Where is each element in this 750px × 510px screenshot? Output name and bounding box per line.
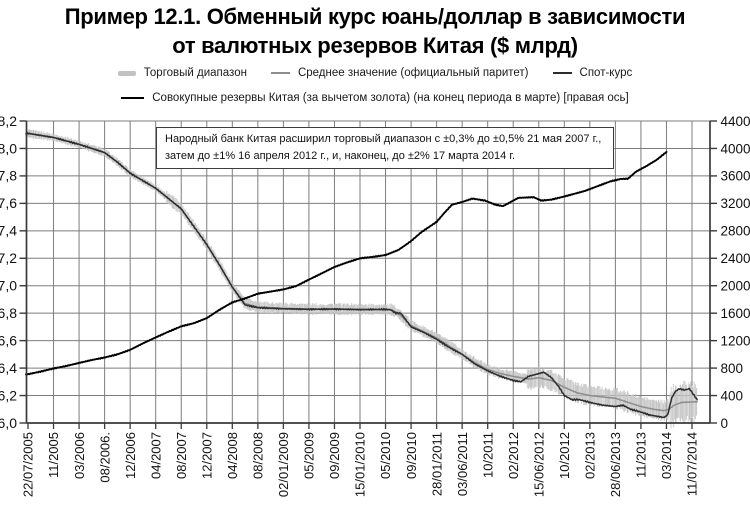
legend-row-2: Совокупные резервы Китая (за вычетом зол… [0,92,750,104]
svg-text:05/2010: 05/2010 [378,432,393,479]
legend-item-spot: Спот-курс [552,67,633,79]
parity-line-swatch-icon [270,72,290,74]
svg-text:08/2007: 08/2007 [174,432,189,479]
svg-text:04/2007: 04/2007 [148,432,163,479]
svg-text:12/2006: 12/2006 [123,432,138,479]
legend-item-trading-band: Торговый диапазон [117,67,247,79]
svg-text:10/2012: 10/2012 [557,432,572,479]
svg-text:6,2: 6,2 [0,387,17,403]
svg-text:4400: 4400 [721,114,750,129]
spot-line-swatch-icon [552,72,572,74]
svg-text:6,8: 6,8 [0,305,17,321]
axis-frame [25,121,711,424]
trading-band-series [25,129,698,429]
svg-text:02/01/2009: 02/01/2009 [276,432,291,497]
svg-text:08/2008: 08/2008 [251,432,266,479]
legend-label: Спот-курс [579,67,633,79]
x-axis-labels: 22/07/2005 11/2005 03/2006 08/2006. 12/2006 0… [21,423,700,497]
svg-text:28/01/2011: 28/01/2011 [429,432,444,496]
svg-text:4000: 4000 [721,141,750,156]
y-right-axis: 4400400036003200280024002000160012008004… [710,114,750,431]
legend-label: Среднее значение (официальный паритет) [297,67,529,79]
svg-text:800: 800 [721,361,744,376]
svg-text:6,0: 6,0 [0,415,17,431]
spot-line-series [25,132,698,419]
svg-text:15/06/2012: 15/06/2012 [532,432,547,497]
svg-text:7,4: 7,4 [0,223,17,239]
parity-line-series [25,132,698,412]
trading-band-swatch-icon [117,70,136,76]
svg-text:3200: 3200 [721,196,750,211]
reserves-line-swatch-icon [121,96,145,100]
chart-area: 8,2 8,0 7,8 7,6 7,4 7,2 7,0 6,8 6,6 6,4 6,2 6,0 4400… [0,112,750,510]
svg-text:08/2006.: 08/2006. [97,432,112,483]
svg-text:3600: 3600 [721,169,750,184]
chart-title: Пример 12.1. Обменный курс юань/доллар в… [0,2,750,60]
chart-title-line1: Пример 12.1. Обменный курс юань/доллар в… [64,4,686,29]
svg-text:10/2011: 10/2011 [480,432,495,478]
annotation-box: Народный банк Китая расширил торговый ди… [156,127,614,169]
svg-text:6,6: 6,6 [0,332,17,348]
legend-item-reserves: Совокупные резервы Китая (за вычетом зол… [121,92,629,104]
svg-text:09/2009: 09/2009 [327,432,342,479]
legend-row-1: Торговый диапазон Среднее значение (офиц… [0,67,750,79]
svg-text:2000: 2000 [721,279,750,294]
chart-title-line2: от валютных резервов Китая ($ млрд) [172,33,578,58]
svg-text:11/2013: 11/2013 [634,432,649,478]
svg-text:05/2009: 05/2009 [302,432,317,479]
svg-text:28/06/2013: 28/06/2013 [608,432,623,497]
svg-text:2800: 2800 [721,224,750,239]
svg-text:12/2007: 12/2007 [200,432,215,479]
svg-text:7,2: 7,2 [0,250,17,266]
svg-text:1600: 1600 [721,306,750,321]
svg-text:11/2005: 11/2005 [46,432,61,478]
svg-text:0: 0 [721,416,729,431]
svg-text:22/07/2005: 22/07/2005 [21,432,36,497]
legend-label: Торговый диапазон [143,67,247,79]
svg-text:03/06/2011: 03/06/2011 [455,432,470,496]
svg-text:2400: 2400 [721,251,750,266]
svg-text:8,0: 8,0 [0,140,17,156]
y-left-axis: 8,2 8,0 7,8 7,6 7,4 7,2 7,0 6,8 6,6 6,4 6,2 6,0 [0,113,27,431]
svg-text:03/2006: 03/2006 [72,432,87,479]
svg-text:02/2012: 02/2012 [506,432,521,479]
svg-text:8,2: 8,2 [0,113,17,129]
legend-item-parity: Среднее значение (официальный паритет) [270,67,529,79]
svg-text:03/2014: 03/2014 [659,432,674,479]
svg-text:7,6: 7,6 [0,195,17,211]
svg-text:6,4: 6,4 [0,360,17,376]
grid-lines [26,120,710,423]
chart-canvas: 8,2 8,0 7,8 7,6 7,4 7,2 7,0 6,8 6,6 6,4 6,2 6,0 4400… [0,113,750,497]
svg-text:7,0: 7,0 [0,278,17,294]
svg-text:400: 400 [721,388,744,403]
svg-text:7,8: 7,8 [0,168,17,184]
legend-label: Совокупные резервы Китая (за вычетом зол… [152,92,629,104]
svg-text:02/2013: 02/2013 [583,432,598,479]
svg-text:1200: 1200 [721,333,750,348]
svg-text:09/2010: 09/2010 [404,432,419,479]
svg-text:11/07/2014: 11/07/2014 [685,432,700,496]
reserves-line-series [25,150,668,376]
svg-text:15/01/2010: 15/01/2010 [353,432,368,497]
svg-text:04/2008: 04/2008 [225,432,240,479]
